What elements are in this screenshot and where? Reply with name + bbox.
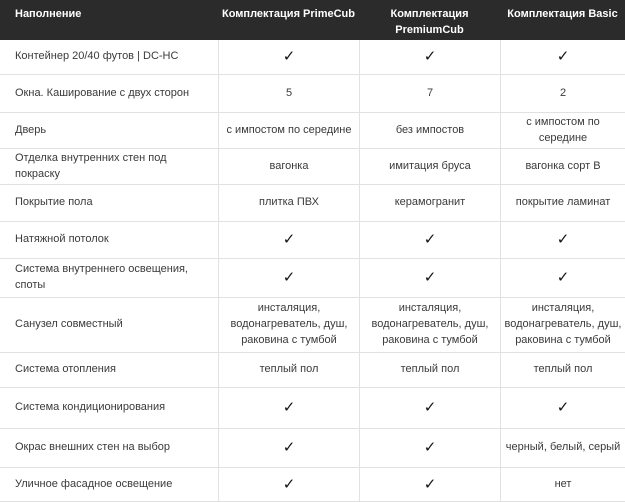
column-header-primecub: Комплектация PrimeCub [218, 0, 359, 40]
check-icon: ✓ [218, 468, 359, 502]
row-label: Окрас внешних стен на выбор [0, 429, 218, 468]
row-label: Натяжной потолок [0, 222, 218, 259]
check-icon: ✓ [359, 388, 500, 429]
cell-value: инсталяция, водонагреватель, душ, ракови… [359, 298, 500, 353]
row-label: Система отопления [0, 353, 218, 388]
cell-value: теплый пол [218, 353, 359, 388]
check-icon: ✓ [500, 259, 625, 298]
row-label: Покрытие пола [0, 185, 218, 222]
cell-value: 2 [500, 75, 625, 113]
check-icon: ✓ [218, 259, 359, 298]
check-icon: ✓ [359, 468, 500, 502]
check-icon: ✓ [359, 222, 500, 259]
check-icon: ✓ [500, 222, 625, 259]
row-label: Окна. Каширование с двух сторон [0, 75, 218, 113]
row-label: Дверь [0, 113, 218, 149]
cell-value: инсталяция, водонагреватель, душ, ракови… [500, 298, 625, 353]
cell-value: имитация бруса [359, 149, 500, 185]
row-label: Отделка внутренних стен под покраску [0, 149, 218, 185]
cell-value: вагонка сорт В [500, 149, 625, 185]
row-label: Уличное фасадное освещение [0, 468, 218, 502]
check-icon: ✓ [218, 40, 359, 75]
cell-value: инсталяция, водонагреватель, душ, ракови… [218, 298, 359, 353]
check-icon: ✓ [359, 259, 500, 298]
cell-value: 5 [218, 75, 359, 113]
cell-value: с импостом по середине [218, 113, 359, 149]
check-icon: ✓ [359, 40, 500, 75]
check-icon: ✓ [359, 429, 500, 468]
row-label: Санузел совместный [0, 298, 218, 353]
column-header-premiumcub: Комплектация PremiumCub [359, 0, 500, 40]
cell-value: теплый пол [359, 353, 500, 388]
cell-value: с импостом по середине [500, 113, 625, 149]
cell-value: керамогранит [359, 185, 500, 222]
check-icon: ✓ [218, 429, 359, 468]
cell-value: теплый пол [500, 353, 625, 388]
cell-value: плитка ПВХ [218, 185, 359, 222]
check-icon: ✓ [500, 40, 625, 75]
cell-value: 7 [359, 75, 500, 113]
cell-value: вагонка [218, 149, 359, 185]
column-header-basic: Комплектация Basic [500, 0, 625, 40]
column-header-fill: Наполнение [0, 0, 218, 40]
cell-value: черный, белый, серый [500, 429, 625, 468]
cell-value: покрытие ламинат [500, 185, 625, 222]
cell-value: без импостов [359, 113, 500, 149]
check-icon: ✓ [500, 388, 625, 429]
row-label: Система кондиционирования [0, 388, 218, 429]
row-label: Контейнер 20/40 футов | DC-HC [0, 40, 218, 75]
cell-value: нет [500, 468, 625, 502]
row-label: Система внутреннего освещения, споты [0, 259, 218, 298]
check-icon: ✓ [218, 388, 359, 429]
check-icon: ✓ [218, 222, 359, 259]
